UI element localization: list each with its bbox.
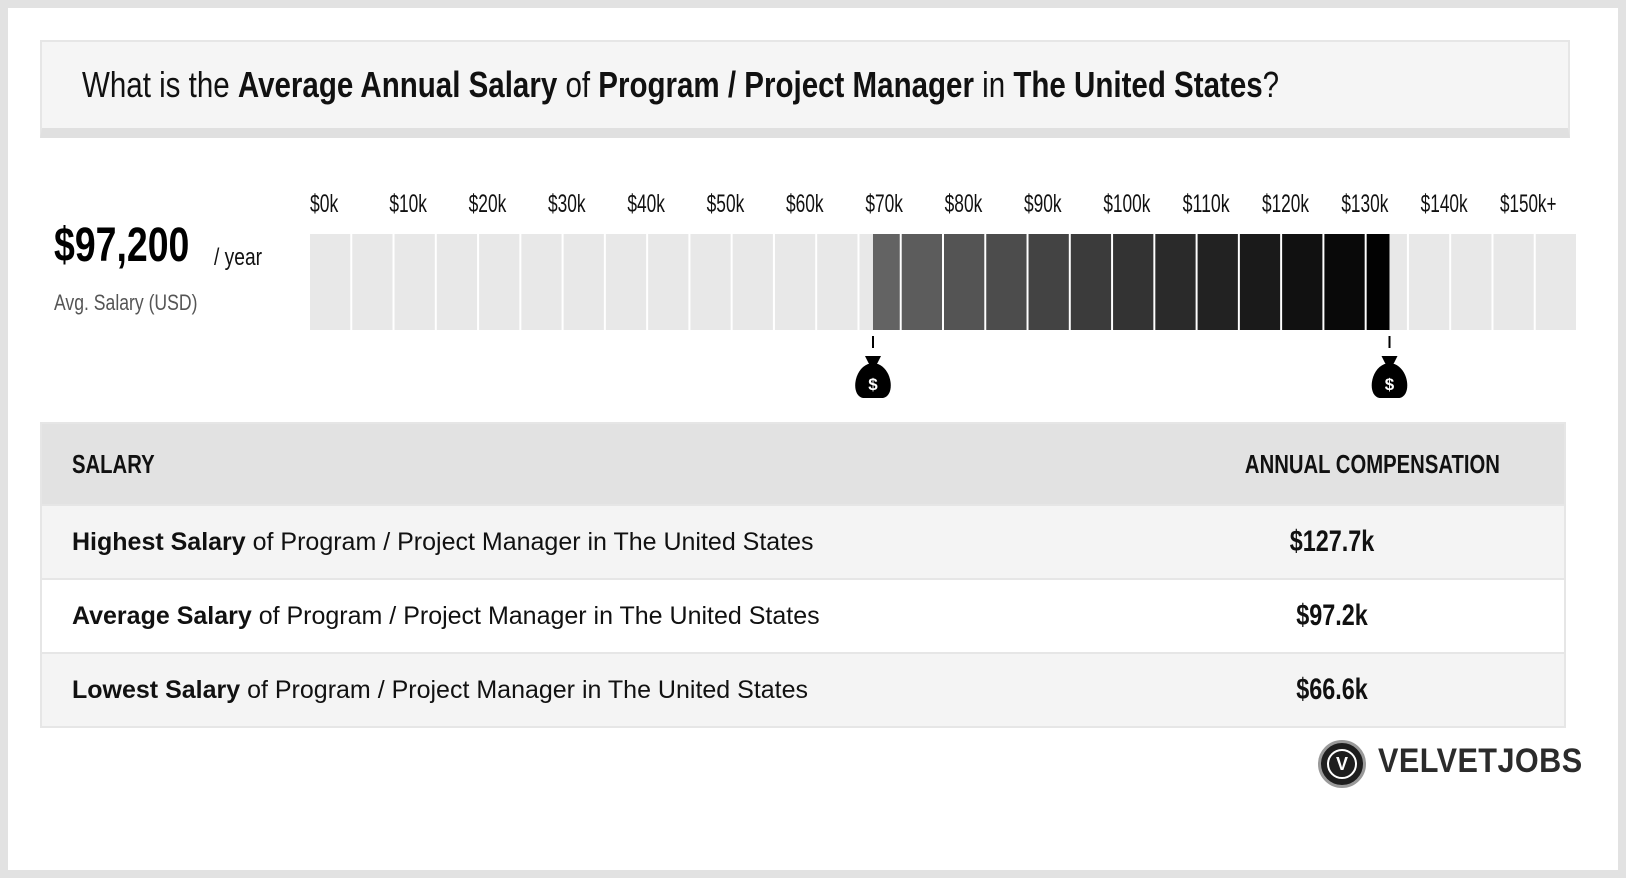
chart-segment — [436, 234, 478, 330]
chart-segment — [774, 234, 816, 330]
chart-segment — [479, 234, 520, 330]
chart-range-segment — [901, 234, 942, 330]
tick-label: $50k — [707, 190, 745, 218]
money-bag-icon: $ — [1371, 356, 1408, 398]
tick-label: $130k — [1341, 190, 1388, 218]
logo-wordmark: VELVETJOBS — [1378, 742, 1583, 780]
chart-range-segment — [1028, 234, 1069, 330]
average-salary-label: Avg. Salary (USD) — [54, 290, 198, 315]
header-salary: SALARY — [72, 449, 155, 479]
velvetjobs-logo: V VELVETJOBS — [1318, 738, 1582, 798]
chart-segment — [521, 234, 562, 330]
chart-segment — [732, 234, 773, 330]
chart-segment — [648, 234, 689, 330]
tick-label: $0k — [310, 190, 339, 218]
chart-range-segment — [1197, 234, 1238, 330]
tick-label: $30k — [548, 190, 586, 218]
average-salary-value: $97,200 — [54, 219, 190, 272]
average-salary-unit: / year — [214, 244, 263, 271]
row-description: Highest Salary of Program / Project Mana… — [72, 528, 814, 556]
tick-label: $150k+ — [1500, 190, 1556, 218]
tick-label: $140k — [1421, 190, 1468, 218]
chart-segment — [394, 234, 435, 330]
page-title: What is the Average Annual Salary of Pro… — [82, 64, 1280, 105]
chart-range-segment — [1155, 234, 1196, 330]
tick-label: $20k — [469, 190, 507, 218]
title-bar: What is the Average Annual Salary of Pro… — [40, 40, 1570, 138]
salary-table: SALARY ANNUAL COMPENSATION Highest Salar… — [40, 422, 1566, 728]
chart-segment — [310, 234, 351, 330]
chart-segment — [1535, 234, 1576, 330]
chart-range-segment — [1324, 234, 1365, 330]
chart-segment — [690, 234, 731, 330]
money-bag-icon: $ — [855, 356, 891, 398]
chart-range-segment — [944, 234, 985, 330]
chart-segment — [352, 234, 393, 330]
chart-segment — [605, 234, 647, 330]
row-value: $127.7k — [1289, 525, 1375, 558]
row-value: $66.6k — [1296, 673, 1368, 706]
chart-segment — [1408, 234, 1450, 330]
chart-range-segment — [1366, 234, 1390, 330]
svg-text:$: $ — [868, 375, 878, 394]
tick-label: $120k — [1262, 190, 1309, 218]
tick-label: $60k — [786, 190, 824, 218]
tick-label: $90k — [1024, 190, 1062, 218]
row-description: Average Salary of Program / Project Mana… — [72, 602, 820, 630]
chart-range-segment — [1113, 234, 1154, 330]
tick-label: $70k — [865, 190, 903, 218]
chart-segment — [563, 234, 604, 330]
chart-range-segment — [872, 234, 900, 330]
table-header: SALARY ANNUAL COMPENSATION — [42, 424, 1564, 504]
salary-range-chart: $0k $10k $20k $30k $40k $50k $60k $70k $80k $90k $… — [310, 190, 1576, 398]
chart-segment — [817, 234, 858, 330]
table-row-average: Average Salary of Program / Project Mana… — [42, 578, 1564, 652]
svg-text:$: $ — [1385, 375, 1395, 394]
table-row-lowest: Lowest Salary of Program / Project Manag… — [42, 652, 1564, 726]
tick-label: $100k — [1103, 190, 1150, 218]
row-value: $97.2k — [1296, 599, 1368, 632]
chart-range-segment — [1239, 234, 1281, 330]
tick-label: $40k — [627, 190, 665, 218]
chart-range-segment — [1070, 234, 1112, 330]
row-description: Lowest Salary of Program / Project Manag… — [72, 676, 809, 704]
chart-range-segment — [986, 234, 1027, 330]
logo-letter: V — [1335, 754, 1348, 774]
table-row-highest: Highest Salary of Program / Project Mana… — [42, 504, 1564, 578]
header-annual-compensation: ANNUAL COMPENSATION — [1244, 449, 1500, 479]
tick-label: $110k — [1183, 190, 1230, 218]
chart-range-segment — [1282, 234, 1323, 330]
tick-label: $10k — [389, 190, 427, 218]
logo-badge-icon — [1318, 740, 1366, 788]
chart-segment — [1451, 234, 1492, 330]
chart-segment — [1493, 234, 1534, 330]
tick-label: $80k — [945, 190, 983, 218]
